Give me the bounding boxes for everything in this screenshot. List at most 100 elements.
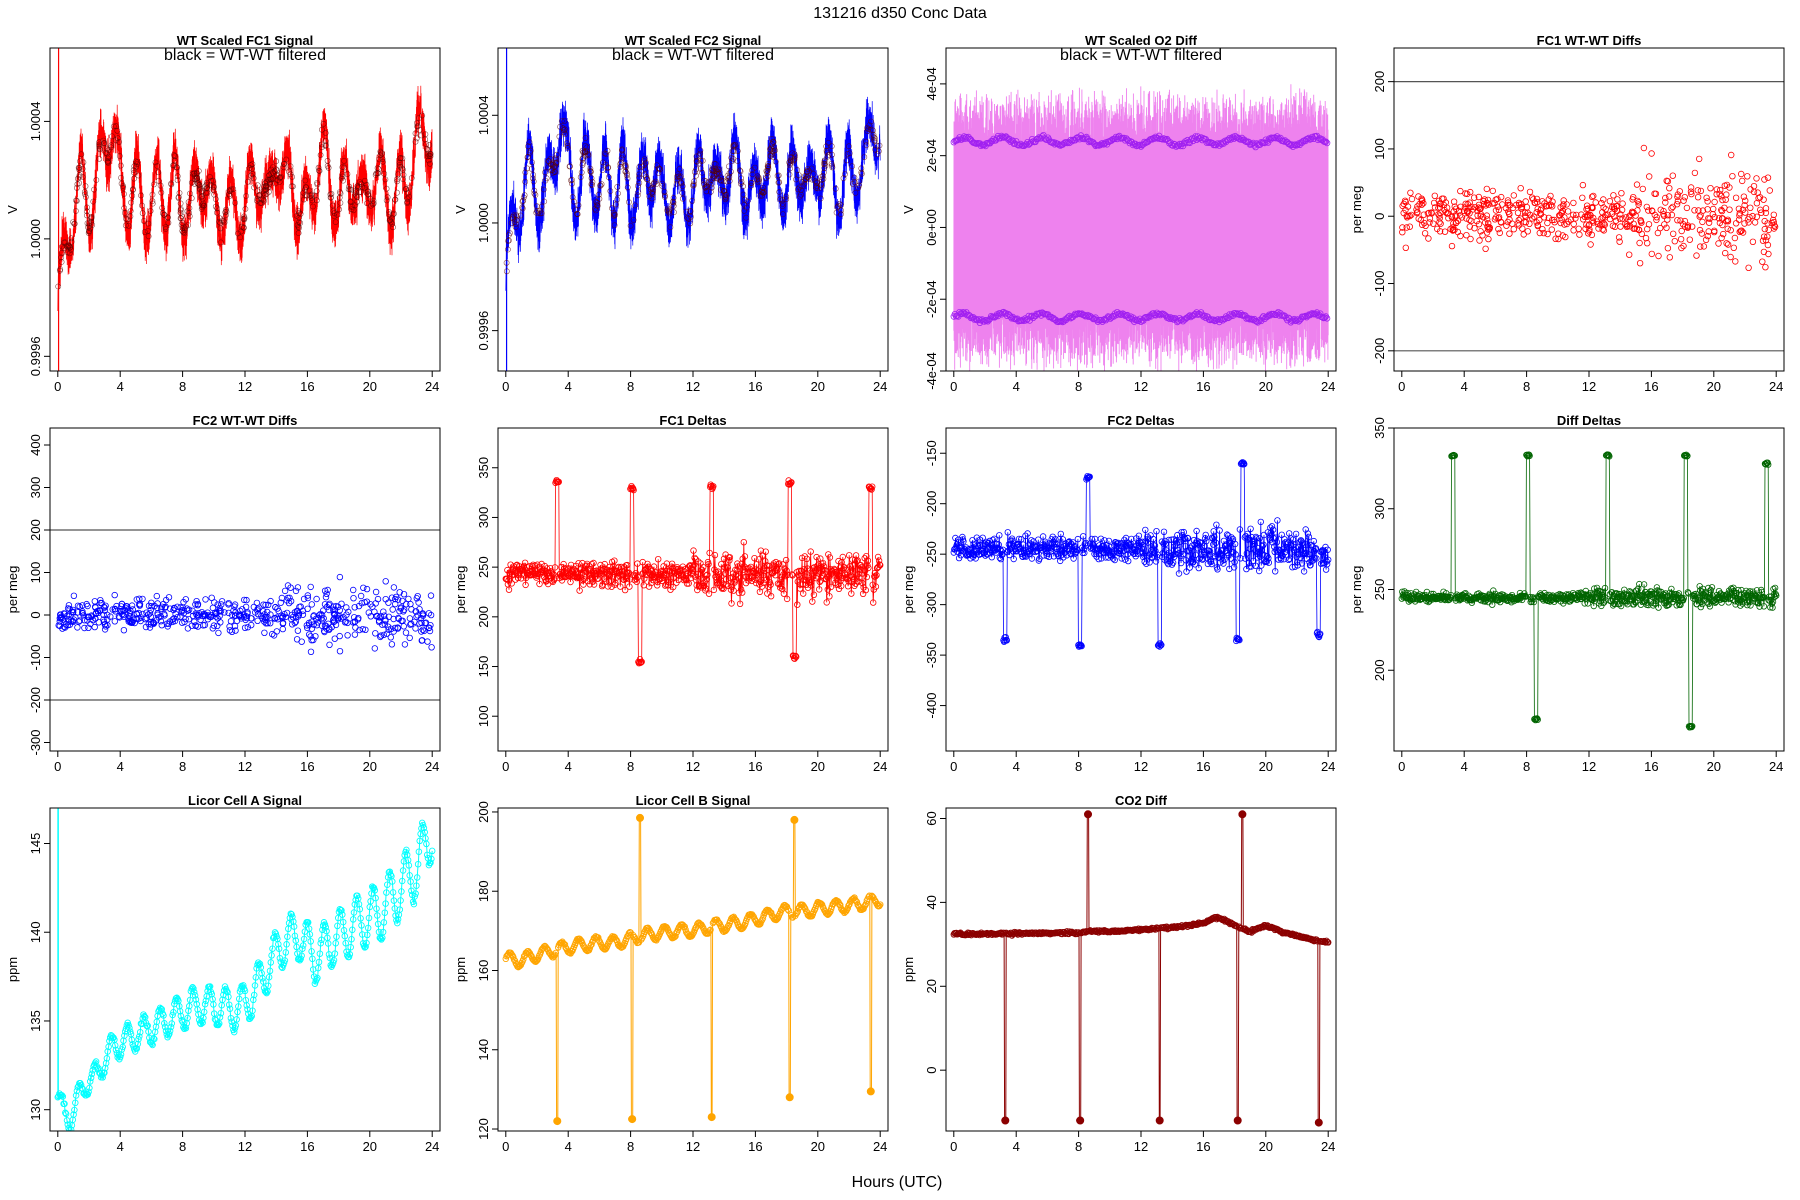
- diff-point: [153, 592, 160, 600]
- filtered-point: [634, 192, 641, 199]
- diff-point: [240, 596, 248, 604]
- filtered-point: [588, 175, 595, 182]
- diff-point: [1582, 225, 1589, 232]
- diff-point: [369, 603, 376, 610]
- diff-point: [1686, 236, 1693, 243]
- filtered-point: [527, 149, 533, 156]
- delta-point: [1492, 590, 1499, 598]
- filtered-point: [553, 151, 560, 158]
- diff-point: [1633, 225, 1641, 232]
- diff-point: [1483, 212, 1490, 219]
- delta-point: [576, 566, 584, 573]
- delta-point: [626, 576, 634, 583]
- filtered-point: [531, 190, 538, 197]
- filtered-point: [222, 209, 229, 216]
- delta-point: [820, 563, 828, 570]
- delta-point: [863, 573, 870, 581]
- diff-point: [1732, 194, 1740, 201]
- diff-point: [102, 602, 109, 609]
- diff-point: [1771, 223, 1779, 230]
- filtered-point: [79, 174, 86, 180]
- diff-point: [1298, 139, 1306, 146]
- diff-point: [139, 595, 146, 603]
- filtered-point: [787, 157, 794, 163]
- delta-point: [779, 585, 786, 593]
- diff-point: [372, 630, 379, 637]
- x-tick-label: 12: [1582, 379, 1596, 394]
- y-axis-label: per meg: [901, 566, 916, 614]
- delta-point: [1165, 536, 1172, 544]
- filtered-point: [690, 181, 697, 187]
- plot-area-p6: [502, 477, 884, 667]
- diff-point: [1681, 193, 1688, 201]
- diff-point: [1547, 192, 1554, 200]
- filtered-point: [345, 186, 352, 193]
- filtered-point: [384, 194, 391, 201]
- diff-point: [1713, 186, 1720, 193]
- delta-point: [1289, 536, 1297, 543]
- filtered-point: [186, 205, 193, 212]
- diff-point: [1006, 311, 1013, 319]
- diff-point: [396, 608, 403, 615]
- diff-point: [1674, 193, 1681, 201]
- delta-point: [1131, 543, 1139, 550]
- diff-point: [1479, 232, 1486, 239]
- delta-point: [1260, 541, 1267, 548]
- diff-point: [316, 612, 323, 619]
- diff-point: [267, 620, 274, 627]
- y-tick-label: 2e-04: [924, 139, 939, 172]
- filtered-point: [280, 164, 287, 171]
- diff-point: [1495, 225, 1502, 233]
- diff-point: [218, 601, 225, 608]
- delta-point: [591, 573, 599, 580]
- delta-point: [875, 557, 883, 564]
- delta-point: [754, 571, 761, 578]
- filtered-point: [147, 208, 154, 214]
- diff-point: [336, 607, 343, 614]
- diff-point: [1765, 226, 1772, 234]
- delta-point: [1170, 536, 1177, 543]
- delta-point: [625, 570, 632, 577]
- filtered-point: [210, 177, 216, 184]
- diff-point: [254, 617, 261, 624]
- filtered-point: [381, 170, 388, 177]
- diff-point: [387, 634, 394, 641]
- plot-area-p4: [1394, 81, 1784, 352]
- filtered-point: [109, 133, 115, 140]
- delta-point: [1018, 536, 1025, 543]
- delta-point: [1105, 554, 1112, 561]
- filtered-point: [526, 139, 533, 146]
- diff-point: [76, 603, 83, 610]
- filtered-point: [657, 166, 663, 173]
- filtered-point: [684, 214, 691, 221]
- filtered-point: [697, 165, 704, 172]
- filtered-point: [74, 181, 81, 188]
- filtered-point: [55, 283, 62, 290]
- delta-point: [859, 579, 866, 587]
- filtered-point: [817, 195, 824, 202]
- y-tick-label: 250: [476, 556, 491, 578]
- diff-point: [133, 615, 140, 622]
- diff-point: [1648, 150, 1655, 157]
- filtered-point: [503, 259, 510, 266]
- filtered-point: [849, 180, 856, 187]
- filtered-point: [741, 207, 748, 214]
- diff-point: [412, 625, 419, 632]
- filtered-point: [503, 268, 510, 275]
- delta-point: [1135, 539, 1142, 547]
- filtered-point: [365, 191, 371, 198]
- filtered-point: [416, 126, 423, 133]
- diff-point: [351, 618, 358, 626]
- filtered-point: [182, 225, 188, 232]
- filtered-point: [722, 193, 729, 200]
- diff-point: [198, 609, 205, 616]
- delta-point: [991, 535, 998, 542]
- diff-point: [1475, 220, 1483, 228]
- diff-point: [1581, 213, 1588, 220]
- x-tick-label: 16: [300, 379, 314, 394]
- diff-point: [392, 600, 399, 608]
- y-tick-label: 200: [476, 606, 491, 628]
- delta-point: [863, 553, 870, 560]
- diff-point: [1634, 207, 1641, 214]
- delta-point: [954, 548, 961, 555]
